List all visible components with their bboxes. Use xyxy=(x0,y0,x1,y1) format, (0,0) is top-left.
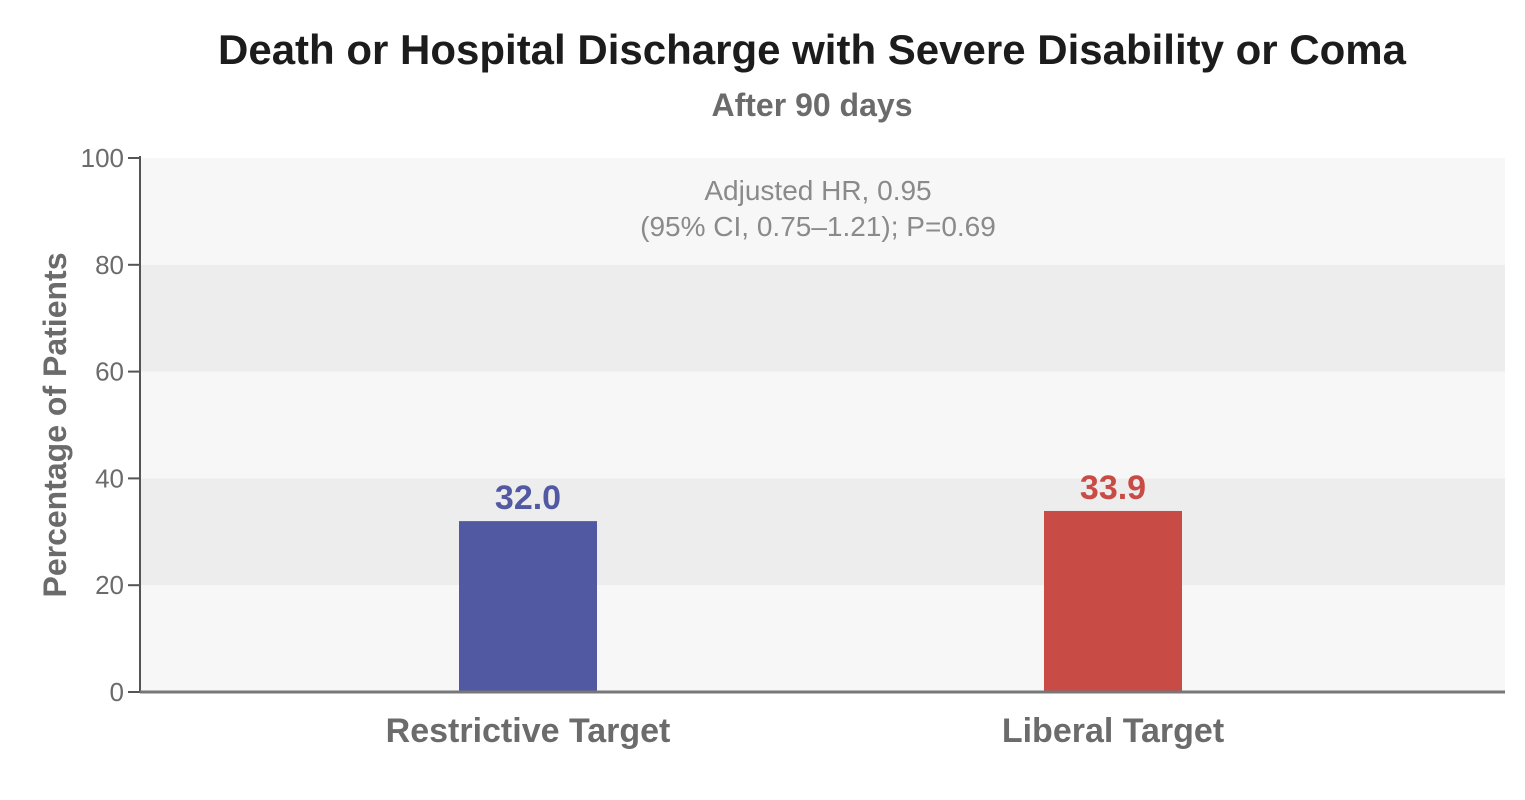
bar-liberal-target xyxy=(1044,510,1182,692)
axes xyxy=(139,156,1505,694)
bar-value-label: 32.0 xyxy=(495,479,561,517)
y-tick-label: 0 xyxy=(110,677,124,707)
bars: 32.0 33.9 xyxy=(459,469,1182,692)
background-band xyxy=(140,158,1505,265)
y-tick-label: 20 xyxy=(95,570,124,600)
chart-subtitle: After 90 days xyxy=(712,87,913,123)
x-category-label: Liberal Target xyxy=(1002,712,1224,750)
annotation-line-1: Adjusted HR, 0.95 xyxy=(704,175,931,206)
annotation-line-2: (95% CI, 0.75–1.21); P=0.69 xyxy=(640,211,996,242)
background-band xyxy=(140,585,1505,692)
y-ticks: 0 20 40 60 80 100 xyxy=(81,143,140,707)
background-band xyxy=(140,371,1505,479)
y-tick-label: 60 xyxy=(95,357,124,387)
y-axis-label: Percentage of Patients xyxy=(37,253,73,598)
chart-title: Death or Hospital Discharge with Severe … xyxy=(218,26,1407,73)
bar-restrictive-target xyxy=(459,521,597,692)
bar-value-label: 33.9 xyxy=(1080,469,1146,507)
background-band xyxy=(140,264,1505,372)
background-band xyxy=(140,478,1505,586)
background-bands xyxy=(140,158,1505,692)
x-category-labels: Restrictive Target Liberal Target xyxy=(386,712,1225,750)
x-category-label: Restrictive Target xyxy=(386,712,671,750)
y-tick-label: 40 xyxy=(95,463,124,493)
y-tick-label: 80 xyxy=(95,250,124,280)
y-tick-label: 100 xyxy=(81,143,124,173)
